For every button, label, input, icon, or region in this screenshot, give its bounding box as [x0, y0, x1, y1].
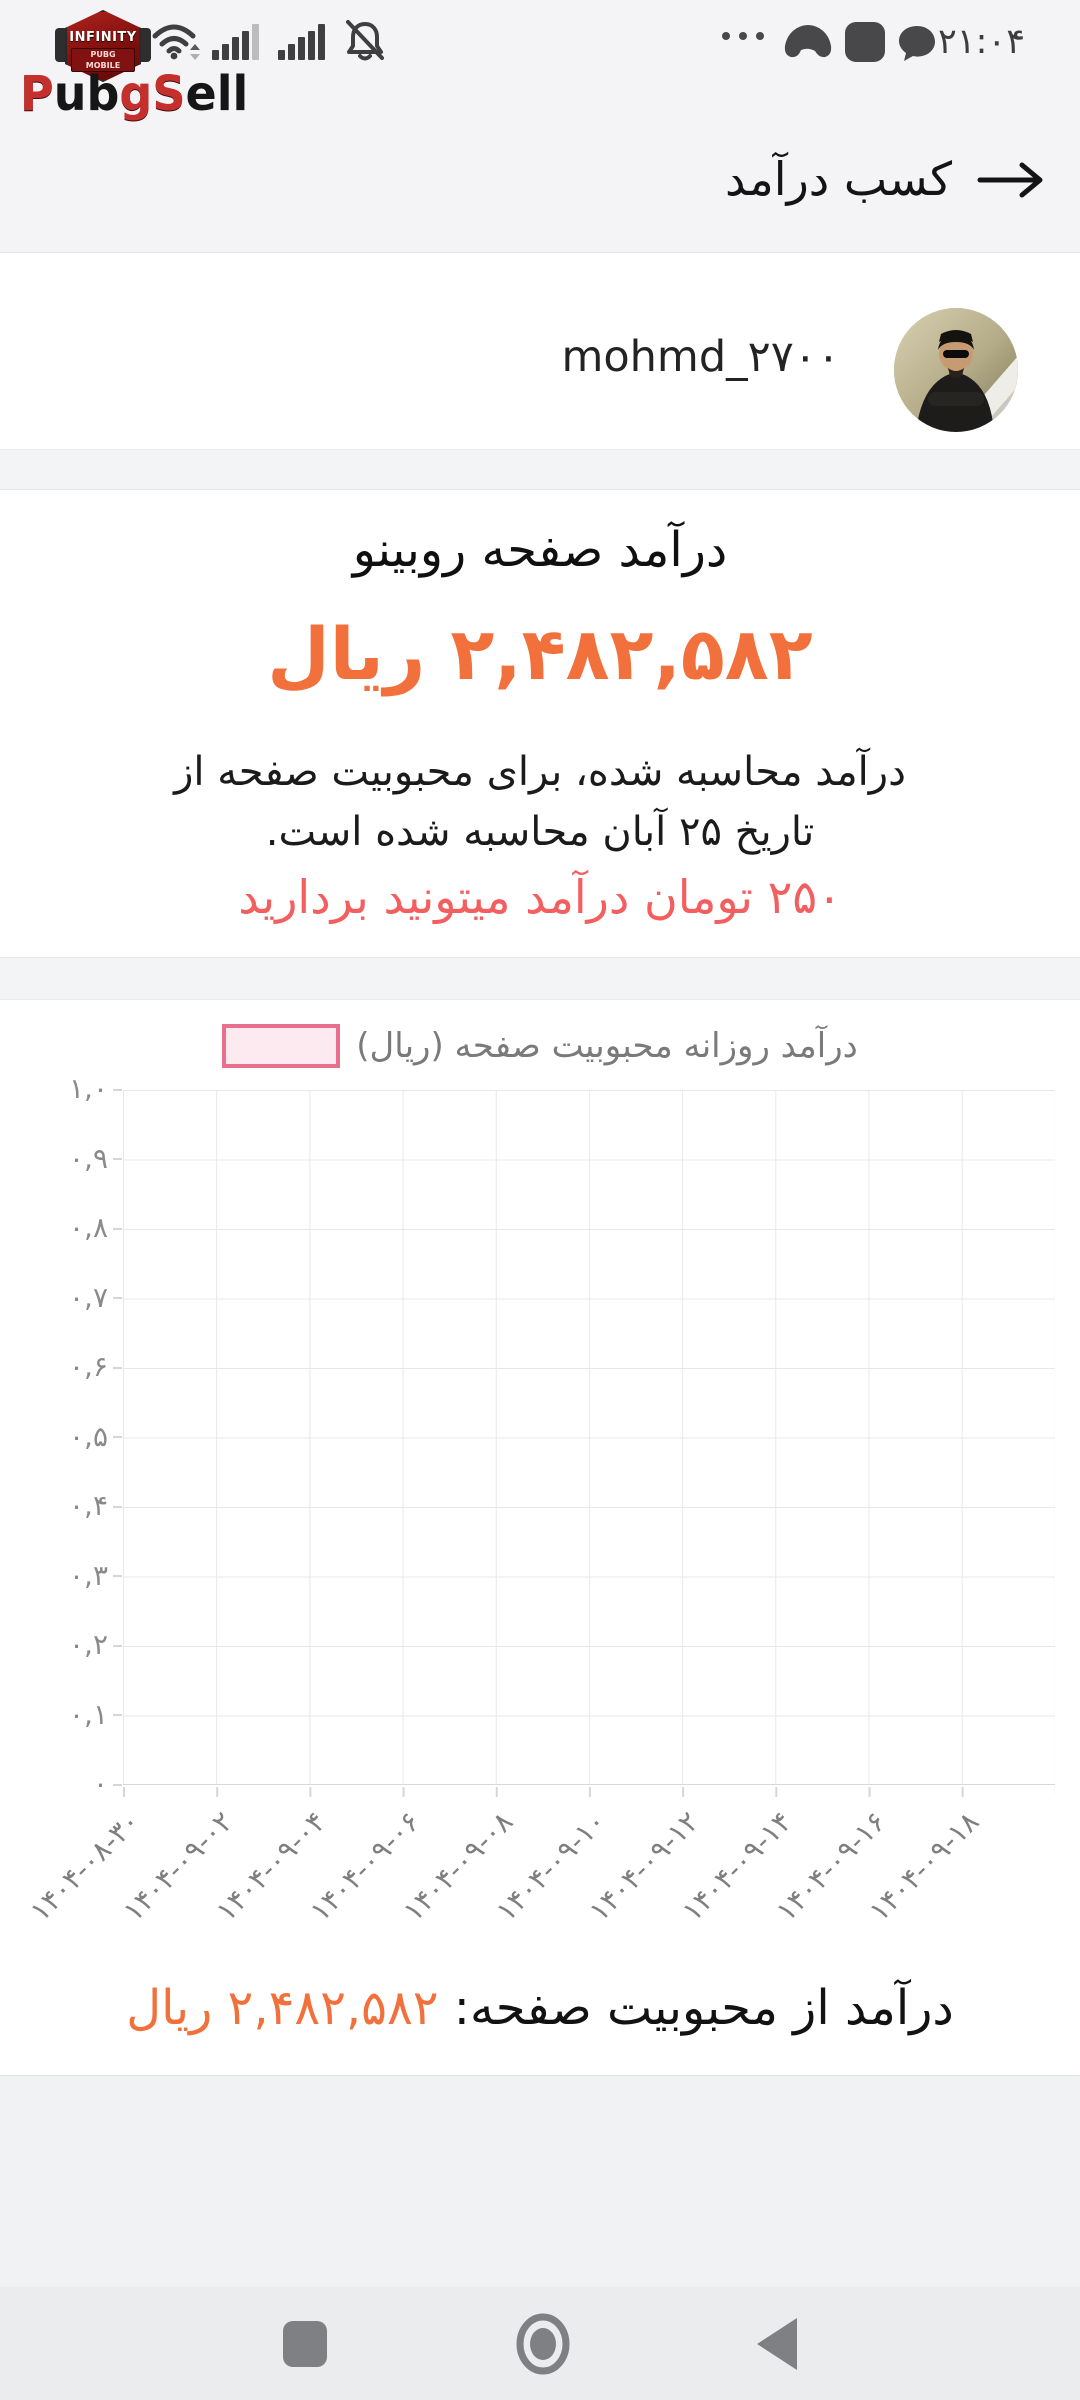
- logo-letter: g: [119, 64, 153, 122]
- username: mohmd_۲۷۰۰: [561, 332, 840, 382]
- earnings-desc-line1: درآمد محاسبه شده، برای محبوبیت صفحه از: [174, 749, 906, 795]
- chart-plot-area: [123, 1090, 1055, 1785]
- x-tick: ۱۴۰۴-۰۹-۰۲: [116, 1805, 240, 1928]
- x-axis-ticks: [123, 1787, 1055, 1797]
- infinity-pubg-badge: INFINITY PUBG MOBILE: [55, 10, 151, 84]
- y-tick: ۰,۷: [12, 1281, 122, 1314]
- status-time: ۲۱:۰۴: [938, 22, 1025, 62]
- y-axis: ۱,۰ ۰,۹ ۰,۸ ۰,۷ ۰,۶ ۰,۵ ۰,۴ ۰,۳ ۰,۲ ۰,۱ …: [12, 1072, 122, 1800]
- recents-button[interactable]: [245, 2287, 365, 2400]
- legend-swatch: [222, 1024, 341, 1068]
- logo-letter: P: [20, 64, 54, 122]
- home-circle-icon: [516, 2313, 570, 2374]
- back-triangle-icon: [757, 2317, 797, 2370]
- logo-letter: l: [216, 64, 233, 122]
- earnings-description: درآمد محاسبه شده، برای محبوبیت صفحه از ت…: [0, 742, 1080, 862]
- y-tick: ۰,۵: [12, 1420, 122, 1453]
- popularity-income-summary: درآمد از محبوبیت صفحه: ۲,۴۸۲,۵۸۲ ریال: [0, 1980, 1080, 2036]
- logo-letter: l: [232, 64, 249, 122]
- y-tick: ۰: [12, 1767, 122, 1800]
- top-bar: INFINITY PUBG MOBILE: [0, 0, 1080, 253]
- y-tick: ۰,۸: [12, 1211, 122, 1244]
- recents-square-icon: [283, 2320, 327, 2367]
- summary-value: ۲,۴۸۲,۵۸۲ ریال: [126, 1980, 439, 2036]
- earnings-desc-line2: تاریخ ۲۵ آبان محاسبه شده است.: [265, 809, 815, 855]
- page-title: کسب درآمد: [725, 152, 952, 206]
- x-tick: ۱۴۰۴-۰۹-۱۰: [489, 1805, 613, 1928]
- badge-title: INFINITY: [69, 30, 137, 45]
- signal-bars-icon: [212, 24, 259, 60]
- logo-letter: S: [152, 64, 186, 122]
- avatar-image: [894, 308, 1018, 432]
- y-tick: ۰,۹: [12, 1142, 122, 1175]
- chart-card: درآمد روزانه محبوبیت صفحه (ریال) ۱,۰ ۰,۹…: [0, 1000, 1080, 2075]
- badge-subtitle: PUBG MOBILE: [71, 48, 135, 72]
- android-nav-bar: [0, 2287, 1080, 2400]
- x-tick: ۱۴۰۴-۰۹-۰۶: [303, 1805, 426, 1928]
- app-square-icon: [845, 22, 885, 62]
- chart-legend[interactable]: درآمد روزانه محبوبیت صفحه (ریال): [0, 1024, 1080, 1068]
- more-dots-icon: [722, 32, 764, 40]
- y-tick: ۰,۶: [12, 1350, 122, 1383]
- summary-label: درآمد از محبوبیت صفحه:: [453, 1980, 954, 2036]
- avatar[interactable]: [894, 308, 1018, 432]
- logo-letter: b: [86, 64, 120, 122]
- withdraw-note: ۲۵۰ تومان درآمد میتونید بردارید: [238, 870, 842, 924]
- x-tick: ۱۴۰۴-۰۹-۱۶: [769, 1805, 892, 1928]
- x-tick: ۱۴۰۴-۰۹-۱۴: [676, 1805, 799, 1928]
- bell-muted-icon: [346, 20, 384, 61]
- x-axis: ۱۴۰۴-۰۸-۳۰ ۱۴۰۴-۰۹-۰۲ ۱۴۰۴-۰۹-۰۴ ۱۴۰۴-۰۹…: [24, 1805, 1055, 1975]
- section-divider: [0, 957, 1080, 1000]
- bottom-spacer: [0, 2075, 1080, 2287]
- pubgsell-logo: PubgSell: [20, 64, 249, 122]
- y-tick: ۰,۲: [12, 1628, 122, 1661]
- earnings-section: درآمد صفحه روبینو ۲,۴۸۲,۵۸۲ ریال درآمد م…: [0, 490, 1080, 957]
- y-tick: ۰,۱: [12, 1698, 122, 1731]
- gamepad-icon: [784, 25, 832, 58]
- status-icons: ۲۱:۰۴: [0, 0, 1080, 64]
- home-button[interactable]: [483, 2287, 603, 2400]
- section-divider: [0, 450, 1080, 490]
- x-tick: ۱۴۰۴-۰۹-۱۸: [862, 1805, 986, 1928]
- back-button[interactable]: [717, 2287, 837, 2400]
- back-arrow-icon[interactable]: [974, 158, 1050, 202]
- earnings-amount: ۲,۴۸۲,۵۸۲ ریال: [267, 612, 813, 696]
- y-tick: ۰,۴: [12, 1489, 122, 1522]
- earnings-title: درآمد صفحه روبینو: [352, 522, 728, 578]
- signal-bars-2-icon: [278, 24, 325, 60]
- profile-row[interactable]: mohmd_۲۷۰۰: [0, 254, 1080, 450]
- x-tick: ۱۴۰۴-۰۹-۰۴: [210, 1805, 333, 1928]
- x-tick: ۱۴۰۴-۰۹-۱۲: [582, 1805, 706, 1928]
- y-tick: ۱,۰: [12, 1072, 122, 1105]
- wifi-icon: [152, 24, 200, 60]
- logo-letter: u: [53, 64, 87, 122]
- logo-letter: e: [185, 64, 217, 122]
- legend-label: درآمد روزانه محبوبیت صفحه (ریال): [356, 1026, 858, 1066]
- x-tick: ۱۴۰۴-۰۹-۰۸: [396, 1805, 520, 1928]
- y-tick: ۰,۳: [12, 1559, 122, 1592]
- chat-bubble-icon: [899, 26, 938, 61]
